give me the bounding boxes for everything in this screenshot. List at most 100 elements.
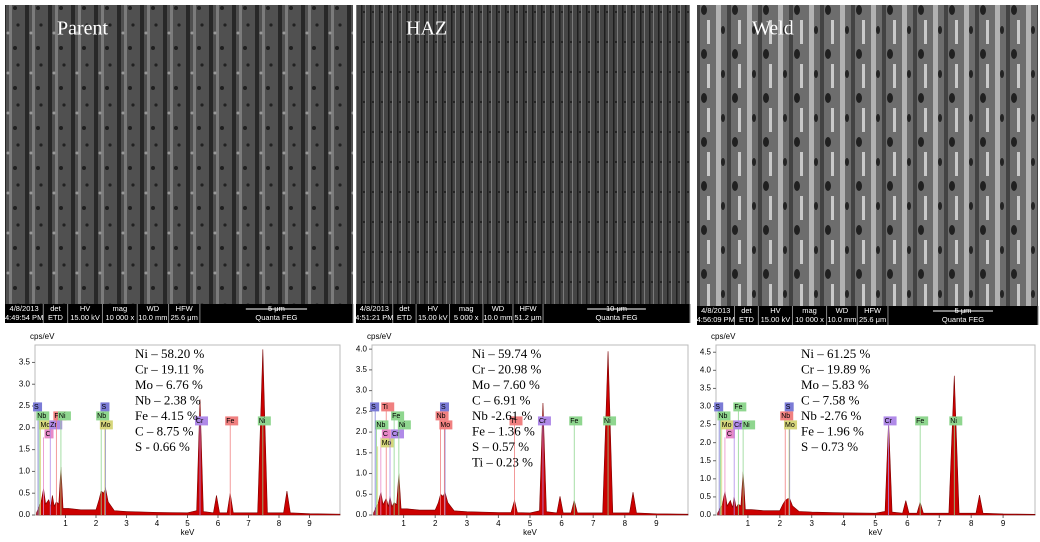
info-text: 15.00 kV <box>418 313 448 322</box>
peak-label-box <box>439 402 449 412</box>
peak-label: Mo <box>101 422 111 429</box>
info-text: Quanta FEG <box>942 315 984 324</box>
peak-label-box <box>100 402 110 412</box>
peak-label: S <box>715 404 720 411</box>
peak-label: Zr <box>50 422 57 429</box>
info-text: 4/8/2013 <box>10 304 39 313</box>
x-tick-label: 7 <box>937 519 942 528</box>
info-text: 5 μm <box>955 306 972 315</box>
info-text: HV <box>770 306 780 315</box>
x-axis-label: keV <box>523 528 537 537</box>
x-tick-label: 7 <box>246 519 251 528</box>
peak-label: S <box>101 404 106 411</box>
x-tick-label: 9 <box>654 519 659 528</box>
composition-text: Cr – 19.89 % <box>801 361 871 376</box>
peak-label-box <box>720 420 734 430</box>
x-tick-label: 4 <box>155 519 160 528</box>
info-text: ETD <box>397 313 413 322</box>
y-tick-label: 3.0 <box>19 379 31 388</box>
spectrum <box>717 375 1036 516</box>
peak-label: Nb <box>781 413 790 420</box>
peak-label: Ti <box>382 404 388 411</box>
image-label: Weld <box>752 18 794 40</box>
info-text: 5 000 x <box>454 313 479 322</box>
peak-label-box <box>375 420 389 430</box>
info-text: 4/8/2013 <box>360 304 389 313</box>
composition-text: C – 7.58 % <box>801 392 860 407</box>
composition-text: C – 8.75 % <box>135 423 194 438</box>
peak-label-box <box>509 416 523 426</box>
peak-label: Fe <box>916 418 924 425</box>
peak-label-box <box>784 402 794 412</box>
y-tick-label: 0.0 <box>19 510 31 519</box>
peak-label-box <box>36 411 50 421</box>
y-tick-label: 1.0 <box>19 467 31 476</box>
peak-label: Ti <box>511 418 517 425</box>
peak-label-box <box>225 416 239 426</box>
peak-label-box <box>381 429 391 439</box>
y-tick-label: 3.0 <box>356 386 368 395</box>
x-tick-label: 8 <box>277 519 282 528</box>
spectrum <box>36 349 341 516</box>
peak-label: Mo <box>40 422 50 429</box>
y-tick-label: 1.0 <box>700 474 712 483</box>
x-tick-label: 8 <box>623 519 628 528</box>
x-tick-label: 6 <box>559 519 564 528</box>
info-text: det <box>50 304 61 313</box>
peak-label-box <box>257 416 271 426</box>
peak-label-box <box>742 420 756 430</box>
peak-label-box <box>435 411 449 421</box>
composition-text: Mo – 5.83 % <box>801 377 869 392</box>
info-text: Quanta FEG <box>255 313 297 322</box>
peak-label: S <box>441 404 446 411</box>
info-text: 51.2 μm <box>514 313 541 322</box>
peak-label-box <box>780 411 794 421</box>
y-axis-label: cps/eV <box>30 332 55 341</box>
y-tick-label: 4.5 <box>700 347 712 356</box>
peak-label-box <box>380 438 394 448</box>
peak-label: Ni <box>399 422 406 429</box>
composition-text: Ni – 59.74 % <box>472 346 542 361</box>
x-tick-label: 1 <box>63 519 68 528</box>
peak-label: Ni <box>950 418 957 425</box>
peak-label-box <box>725 429 735 439</box>
info-text: 4:56:09 PM <box>697 315 735 324</box>
info-text: HV <box>80 304 90 313</box>
composition-text: S – 0.73 % <box>801 439 858 454</box>
sem-image <box>356 5 690 304</box>
y-tick-label: 2.0 <box>19 423 31 432</box>
peak-label: Cr <box>392 431 400 438</box>
image-label: HAZ <box>406 18 447 40</box>
info-text: WD <box>492 304 505 313</box>
peak-label-box <box>915 416 929 426</box>
peak-label: S <box>371 404 376 411</box>
composition-text: Nb – 2.38 % <box>135 392 201 407</box>
y-tick-label: 2.0 <box>700 438 712 447</box>
composition-text: Ni – 58.20 % <box>135 346 205 361</box>
info-text: 15.00 kV <box>761 315 791 324</box>
peak-label-box <box>439 420 453 430</box>
info-text: HFW <box>176 304 194 313</box>
y-tick-label: 1.5 <box>356 448 368 457</box>
sem-image <box>697 5 1038 306</box>
sem-overlay <box>697 5 1038 306</box>
info-text: mag <box>459 304 474 313</box>
peak-label-box <box>33 402 43 412</box>
info-text: 10.0 mm <box>483 313 512 322</box>
x-tick-label: 9 <box>1001 519 1006 528</box>
sem-overlay <box>356 5 690 304</box>
peak-label-box <box>195 416 209 426</box>
y-tick-label: 3.5 <box>19 358 31 367</box>
composition-text: Nb -2.61 % <box>472 408 532 423</box>
peak-label-box <box>397 420 411 430</box>
y-tick-label: 2.5 <box>700 420 712 429</box>
peak-label: S <box>34 404 39 411</box>
info-text: HFW <box>864 306 882 315</box>
peak-label: Mo <box>440 422 450 429</box>
x-tick-label: 1 <box>401 519 406 528</box>
x-tick-label: 3 <box>124 519 129 528</box>
peak-label: Mo <box>722 422 732 429</box>
y-tick-label: 3.0 <box>700 402 712 411</box>
plot-frame <box>715 344 1036 516</box>
x-tick-label: 1 <box>746 519 751 528</box>
